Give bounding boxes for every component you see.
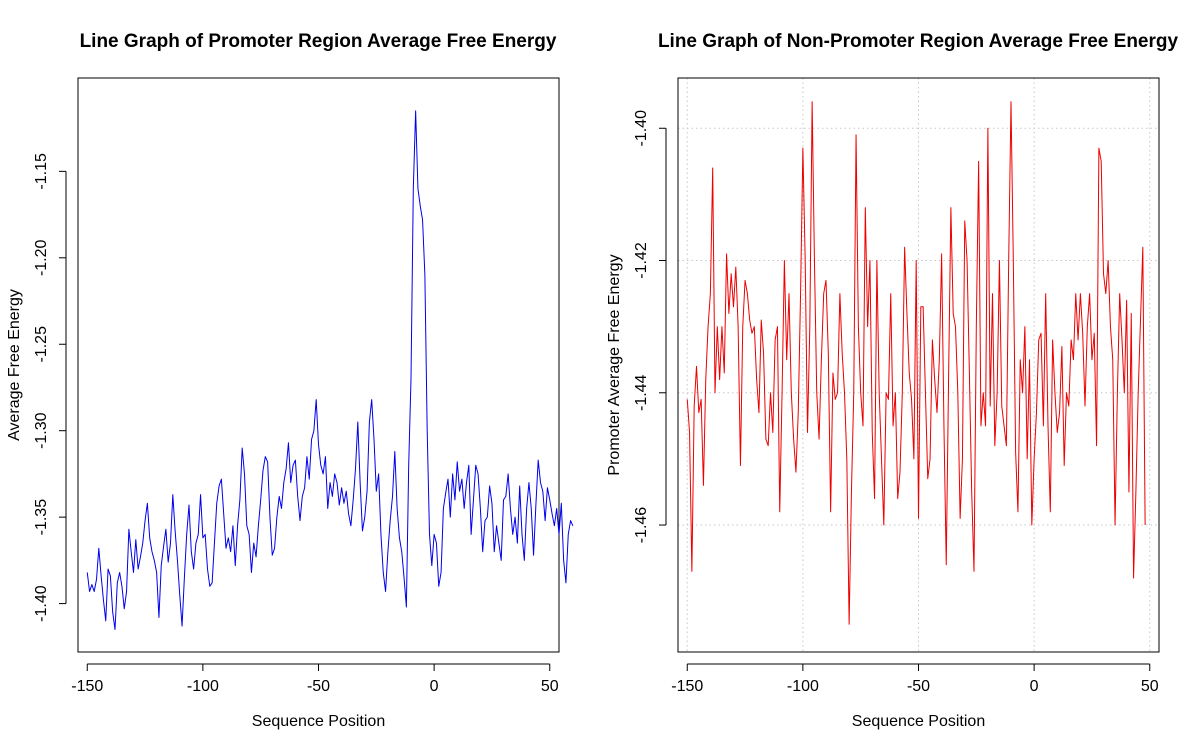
x-tick-label: -50 (907, 678, 930, 695)
series-line (686, 101, 1146, 625)
x-tick-label: 0 (430, 678, 439, 695)
y-tick-label: -1.30 (33, 412, 50, 449)
y-axis-label: Average Free Energy (6, 289, 23, 441)
x-axis: -150 -100 -50 0 50 (671, 663, 1159, 695)
y-tick-label: -1.25 (33, 326, 50, 363)
plot-frame (677, 77, 1160, 653)
promoter-chart: Line Graph of Promoter Region Average Fr… (6, 31, 574, 730)
y-tick-label: -1.40 (33, 585, 50, 622)
chart-title: Line Graph of Non-Promoter Region Averag… (658, 31, 1179, 52)
x-tick-label: -100 (787, 678, 819, 695)
x-tick-label: -100 (187, 678, 219, 695)
y-axis-label: Promoter Average Free Energy (606, 254, 623, 475)
x-axis-label: Sequence Position (252, 713, 385, 730)
x-tick-label: -150 (71, 678, 103, 695)
x-axis: -150 -100 -50 0 50 (71, 663, 559, 695)
y-axis: -1.15 -1.20 -1.25 -1.30 -1.35 -1.40 (33, 153, 67, 622)
y-tick-label: -1.35 (33, 499, 50, 536)
chart-title: Line Graph of Promoter Region Average Fr… (80, 31, 557, 52)
series-line (86, 110, 574, 631)
y-axis: -1.40 -1.42 -1.44 -1.46 (633, 110, 667, 544)
plot-frame (77, 77, 560, 653)
x-tick-label: -150 (671, 678, 703, 695)
y-tick-label: -1.20 (33, 239, 50, 276)
y-tick-label: -1.40 (633, 110, 650, 147)
y-tick-label: -1.15 (33, 153, 50, 190)
y-tick-label: -1.42 (633, 242, 650, 279)
x-tick-label: 50 (541, 678, 559, 695)
x-tick-label: 0 (1030, 678, 1039, 695)
y-tick-label: -1.46 (633, 507, 650, 544)
x-tick-label: 50 (1141, 678, 1159, 695)
y-tick-label: -1.44 (633, 374, 650, 411)
x-axis-label: Sequence Position (852, 713, 985, 730)
non-promoter-chart: Line Graph of Non-Promoter Region Averag… (606, 31, 1178, 730)
grid (678, 78, 1159, 652)
x-tick-label: -50 (307, 678, 330, 695)
